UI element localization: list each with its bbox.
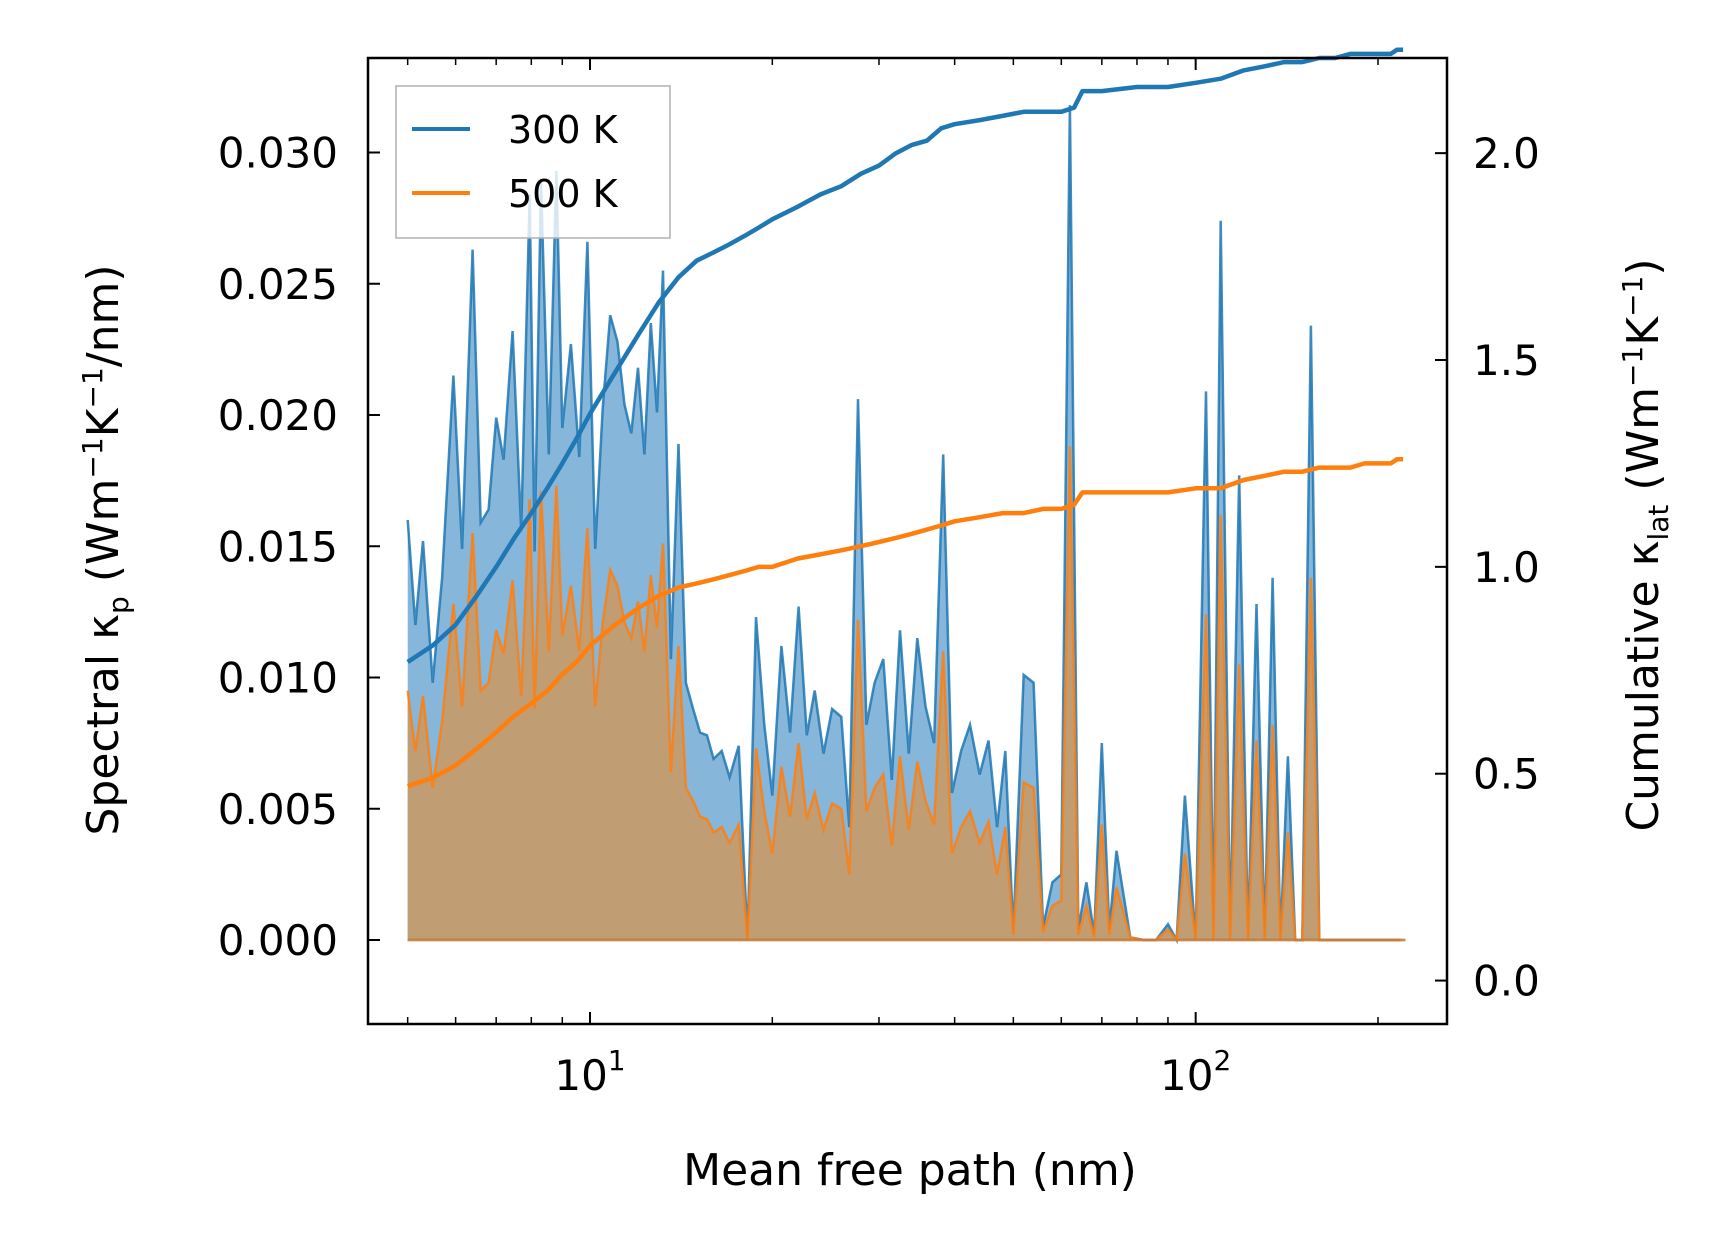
y-left-tick-label: 0.015: [218, 522, 338, 571]
series-layer: [406, 47, 1406, 945]
x-axis-title: Mean free path (nm): [683, 1145, 1137, 1196]
legend-label-300k: 300 K: [508, 108, 619, 152]
legend: 300 K 500 K: [395, 85, 671, 239]
x-tick-label: 101: [554, 1044, 625, 1100]
y-right-tick-label: 2.0: [1473, 129, 1540, 178]
y-left-tick-label: 0.010: [218, 654, 338, 703]
y-right-tick-label: 1.0: [1473, 543, 1540, 592]
axes-layer: 101 1020.0000.0050.0100.0150.0200.0250.03…: [218, 56, 1540, 1100]
y-left-tick-label: 0.005: [218, 785, 338, 834]
y-left-tick-label: 0.020: [218, 391, 338, 440]
spectral-area-500k: [407, 446, 1401, 940]
legend-frame: [395, 85, 671, 239]
cumulative-line-300k: [406, 47, 1404, 664]
y-right-tick-label: 1.5: [1473, 336, 1540, 385]
y-left-tick-label: 0.030: [218, 129, 338, 178]
y-left-tick-label: 0.025: [218, 260, 338, 309]
y-right-tick-label: 0.0: [1473, 957, 1540, 1006]
legend-label-500k: 500 K: [508, 172, 619, 216]
spectral-line-500k: [406, 446, 1401, 944]
y-left-tick-label: 0.000: [218, 916, 338, 965]
y-left-axis-title: Spectral κp (Wm−1K−1/nm): [76, 264, 135, 835]
x-tick-label: 102: [1160, 1044, 1231, 1100]
cumulative-line-500k: [406, 457, 1404, 789]
spectral-line-300k: [406, 105, 1401, 945]
plot-frame: [366, 56, 1449, 1026]
y-right-tick-label: 0.5: [1473, 750, 1540, 799]
y-right-axis-title: Cumulative κlat (Wm−1K−1): [1616, 258, 1675, 831]
